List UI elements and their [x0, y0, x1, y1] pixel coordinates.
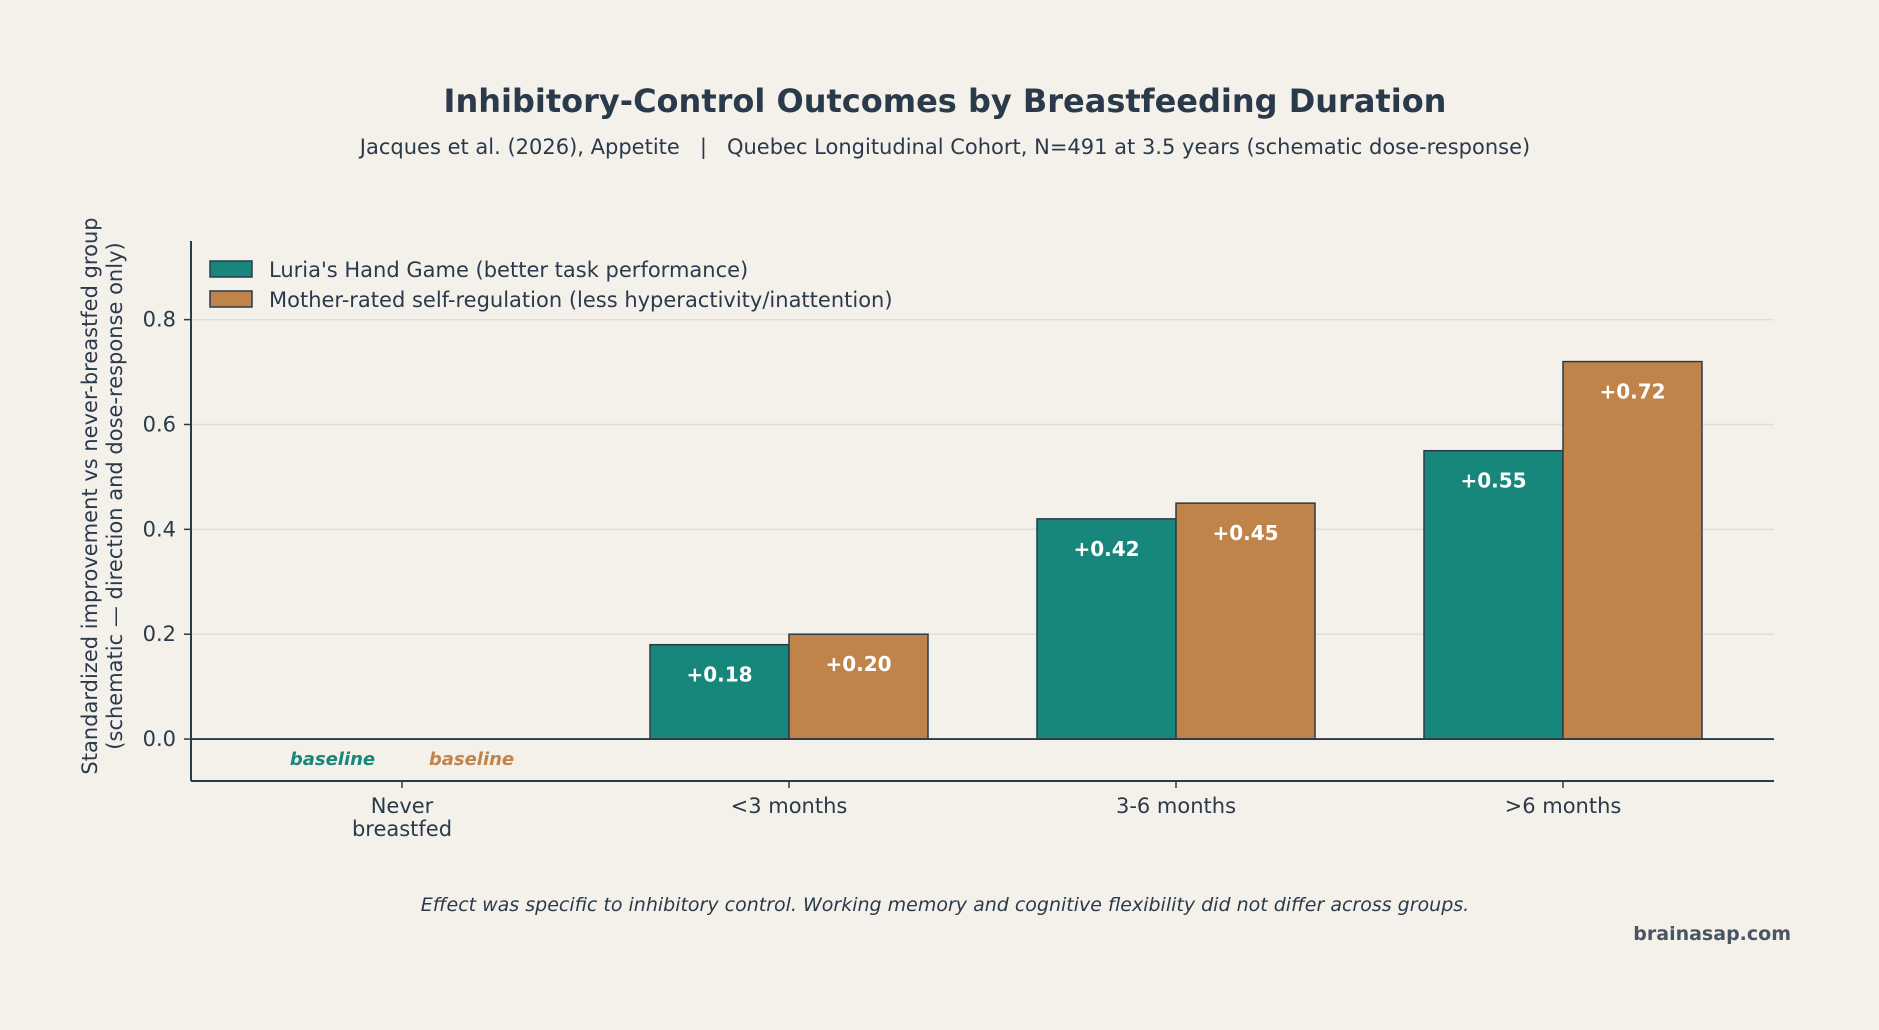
bar-series2-cat4 — [1562, 360, 1703, 740]
y-axis-label-line-1: Standardized improvement vs never-breast… — [78, 217, 102, 774]
legend-swatch-luria — [209, 260, 253, 278]
bar-series1-cat2 — [649, 643, 790, 740]
baseline-label-series1: baseline — [290, 749, 375, 770]
baseline-label-series2: baseline — [429, 749, 514, 770]
legend-label-luria: Luria's Hand Game (better task performan… — [269, 258, 748, 282]
y-tick-label-4: 0.8 — [143, 308, 176, 332]
chart-subtitle: Jacques et al. (2026), Appetite | Quebec… — [358, 135, 1530, 160]
bars — [649, 360, 1703, 740]
bar-series1-cat3 — [1036, 518, 1177, 740]
legend-label-mother-rated: Mother-rated self-regulation (less hyper… — [269, 288, 893, 312]
y-tick-label-3: 0.6 — [143, 412, 176, 436]
x-tick-label-1-line-1: Never — [371, 794, 434, 818]
chart-title: Inhibitory-Control Outcomes by Breastfee… — [444, 82, 1447, 120]
footnote: Effect was specific to inhibitory contro… — [421, 894, 1469, 916]
axes — [190, 241, 1774, 782]
y-tick-label-0: 0.0 — [143, 727, 176, 751]
bar-label-series1-cat3: +0.42 — [1073, 537, 1139, 561]
x-tick-label-1-line-2: breastfed — [352, 817, 452, 841]
y-tick-label-1: 0.2 — [143, 622, 176, 646]
x-tick-label-2: <3 months — [731, 794, 848, 818]
credit: brainasap.com — [1633, 923, 1791, 945]
y-axis-label: Standardized improvement vs never-breast… — [78, 217, 127, 774]
x-tick-label-4: >6 months — [1505, 794, 1622, 818]
legend-swatch-mother-rated — [209, 290, 253, 308]
bar-series1-cat4 — [1423, 449, 1564, 740]
bar-label-series1-cat2: +0.18 — [686, 663, 752, 687]
y-axis-label-line-2: (schematic — direction and dose-response… — [103, 242, 127, 749]
x-tick-label-3: 3-6 months — [1116, 794, 1236, 818]
bar-labels: baseline baseline +0.18 +0.20 +0.42 +0.45 +0.5… — [290, 380, 1666, 770]
bar-label-series2-cat2: +0.20 — [825, 652, 891, 676]
legend: Luria's Hand Game (better task performan… — [209, 258, 893, 312]
y-axis-ticks: 0.0 0.2 0.4 0.6 0.8 — [143, 308, 191, 751]
bar-label-series2-cat3: +0.45 — [1212, 521, 1278, 545]
bar-series2-cat2 — [788, 633, 929, 740]
bar-label-series2-cat4: +0.72 — [1599, 380, 1665, 404]
bar-label-series1-cat4: +0.55 — [1460, 469, 1526, 493]
y-tick-label-2: 0.4 — [143, 517, 176, 541]
